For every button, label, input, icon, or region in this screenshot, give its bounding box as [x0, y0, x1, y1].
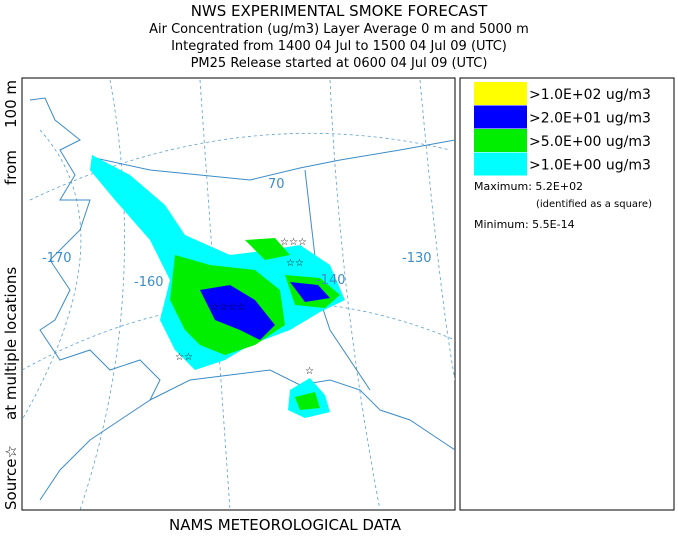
legend-label: >5.0E+00 ug/m3 — [529, 134, 651, 150]
legend-label: >1.0E+02 ug/m3 — [529, 87, 651, 103]
legend-label: >2.0E+01 ug/m3 — [529, 111, 651, 127]
grid — [329, 79, 381, 510]
grid — [79, 79, 125, 510]
source: ☆☆ — [286, 258, 304, 269]
source: ☆ — [305, 366, 314, 377]
smoke-blue — [290, 282, 330, 302]
maximum: Maximum: 5.2E+02 — [474, 180, 583, 193]
source: ☆☆☆ — [280, 237, 307, 248]
legend-swatch — [474, 105, 527, 129]
map-labels: -170 -160 -140 -130 70 — [42, 177, 432, 290]
side-label: Source☆ at multiple locations from 100 m — [2, 80, 20, 510]
border — [304, 169, 371, 391]
side-text: Source☆ — [2, 445, 20, 510]
subtitle: Integrated from 1400 04 Jul to 1500 04 J… — [171, 39, 507, 54]
map-label: -140 — [316, 273, 346, 288]
side-text: at multiple locations — [2, 267, 20, 420]
footer: NAMS METEOROLOGICAL DATA — [169, 516, 402, 532]
grid — [22, 129, 82, 421]
smoke-green — [295, 392, 320, 410]
sources: ☆☆☆ ☆☆ ☆☆☆☆ ☆☆ ☆ — [175, 237, 314, 377]
side-text: from — [2, 150, 20, 185]
title: NWS EXPERIMENTAL SMOKE FORECAST — [191, 2, 488, 20]
map-label: -170 — [42, 251, 72, 266]
subtitle: PM25 Release started at 0600 04 Jul 09 (… — [191, 56, 488, 71]
coastline — [29, 97, 161, 501]
legend: >1.0E+02 ug/m3 >2.0E+01 ug/m3 >5.0E+00 ug/… — [474, 82, 651, 176]
source: ☆☆☆☆ — [210, 302, 246, 313]
map-label: 70 — [268, 177, 285, 192]
smoke-blue — [200, 285, 275, 340]
map: ☆☆☆ ☆☆ ☆☆☆☆ ☆☆ ☆ -170 -160 -140 -130 70 — [22, 79, 455, 510]
map-label: -160 — [134, 275, 164, 290]
map-label: -130 — [402, 251, 432, 266]
legend-swatch — [474, 129, 527, 152]
subtitle: Air Concentration (ug/m3) Layer Average … — [149, 22, 529, 37]
coastline — [149, 369, 455, 451]
minimum: Minimum: 5.5E-14 — [474, 218, 575, 231]
maximum-note: (identified as a square) — [536, 199, 652, 210]
coastline — [94, 139, 455, 181]
source: ☆☆ — [175, 352, 193, 363]
grid — [29, 132, 451, 201]
grid — [419, 79, 455, 381]
legend-swatch — [474, 152, 527, 176]
legend-label: >1.0E+00 ug/m3 — [529, 158, 651, 174]
side-text: 100 m — [2, 80, 20, 128]
legend-swatch — [474, 82, 527, 105]
smoke-green — [245, 238, 290, 260]
